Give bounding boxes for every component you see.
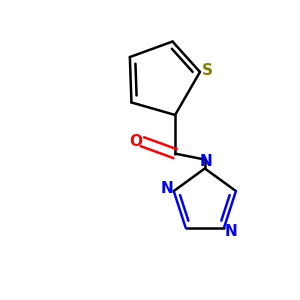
- Text: N: N: [224, 224, 237, 239]
- Text: N: N: [200, 154, 213, 169]
- Text: O: O: [129, 134, 142, 148]
- Text: S: S: [202, 63, 213, 78]
- Text: N: N: [161, 181, 174, 196]
